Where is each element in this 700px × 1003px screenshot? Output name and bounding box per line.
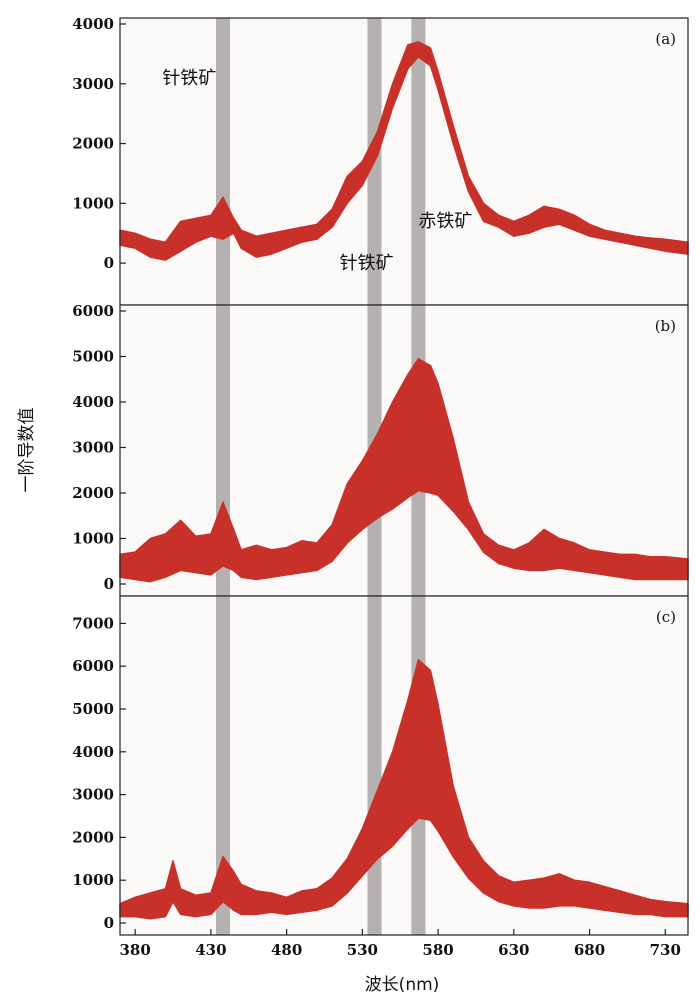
annotation-label: 赤铁矿	[418, 211, 472, 232]
y-tick-label: 7000	[72, 614, 114, 632]
x-tick-label: 380	[119, 941, 150, 959]
x-tick-label: 680	[574, 941, 605, 959]
annotation-label: 针铁矿	[162, 68, 216, 89]
highlight-band-3	[411, 18, 426, 305]
highlight-band-1	[215, 596, 230, 935]
panel-c: 0 1000 2000 3000 4000 5000 6000 7000 (c) 380 430 48…	[72, 595, 689, 959]
y-tick-label: 5000	[72, 348, 114, 366]
plot-frame	[119, 595, 689, 936]
y-tick-label: 6000	[72, 302, 114, 320]
y-tick-label: 4000	[72, 393, 114, 411]
y-tick-label: 0	[104, 914, 114, 932]
annotation-label: 针铁矿	[340, 253, 394, 274]
x-tick-label: 580	[422, 941, 453, 959]
y-tick-label: 3000	[72, 75, 114, 93]
chart-panels: 01000200030004000(a)针铁矿赤铁矿针铁矿01000200030…	[72, 15, 689, 959]
y-tick-label: 2000	[72, 135, 114, 153]
y-tick-label: 6000	[72, 657, 114, 675]
y-tick-label: 2000	[72, 828, 114, 846]
x-tick-label: 730	[650, 941, 681, 959]
y-tick-label: 4000	[72, 15, 114, 33]
x-tick-label: 530	[347, 941, 378, 959]
panel-label: (a)	[655, 30, 676, 48]
y-tick-label: 5000	[72, 700, 114, 718]
panel-b: 0 1000 2000 3000 4000 5000 6000 (b)	[72, 302, 689, 597]
y-axis-title: 一阶导数值	[17, 408, 37, 493]
y-tick-label: 3000	[72, 439, 114, 457]
x-tick-label: 430	[195, 941, 226, 959]
y-tick-label: 1000	[72, 194, 114, 212]
panel-label: (c)	[656, 608, 676, 626]
x-tick-label: 480	[271, 941, 302, 959]
y-tick-label: 1000	[72, 530, 114, 548]
x-axis-title: 波长(nm)	[365, 975, 440, 995]
y-tick-label: 3000	[72, 786, 114, 804]
panel-label: (b)	[655, 317, 676, 335]
highlight-band-1	[215, 18, 230, 305]
y-tick-label: 0	[104, 575, 114, 593]
highlight-band-2	[367, 596, 382, 935]
y-tick-label: 4000	[72, 743, 114, 761]
y-tick-label: 2000	[72, 484, 114, 502]
x-tick-label: 630	[498, 941, 529, 959]
y-tick-label: 1000	[72, 871, 114, 889]
y-tick-label: 0	[104, 254, 114, 272]
